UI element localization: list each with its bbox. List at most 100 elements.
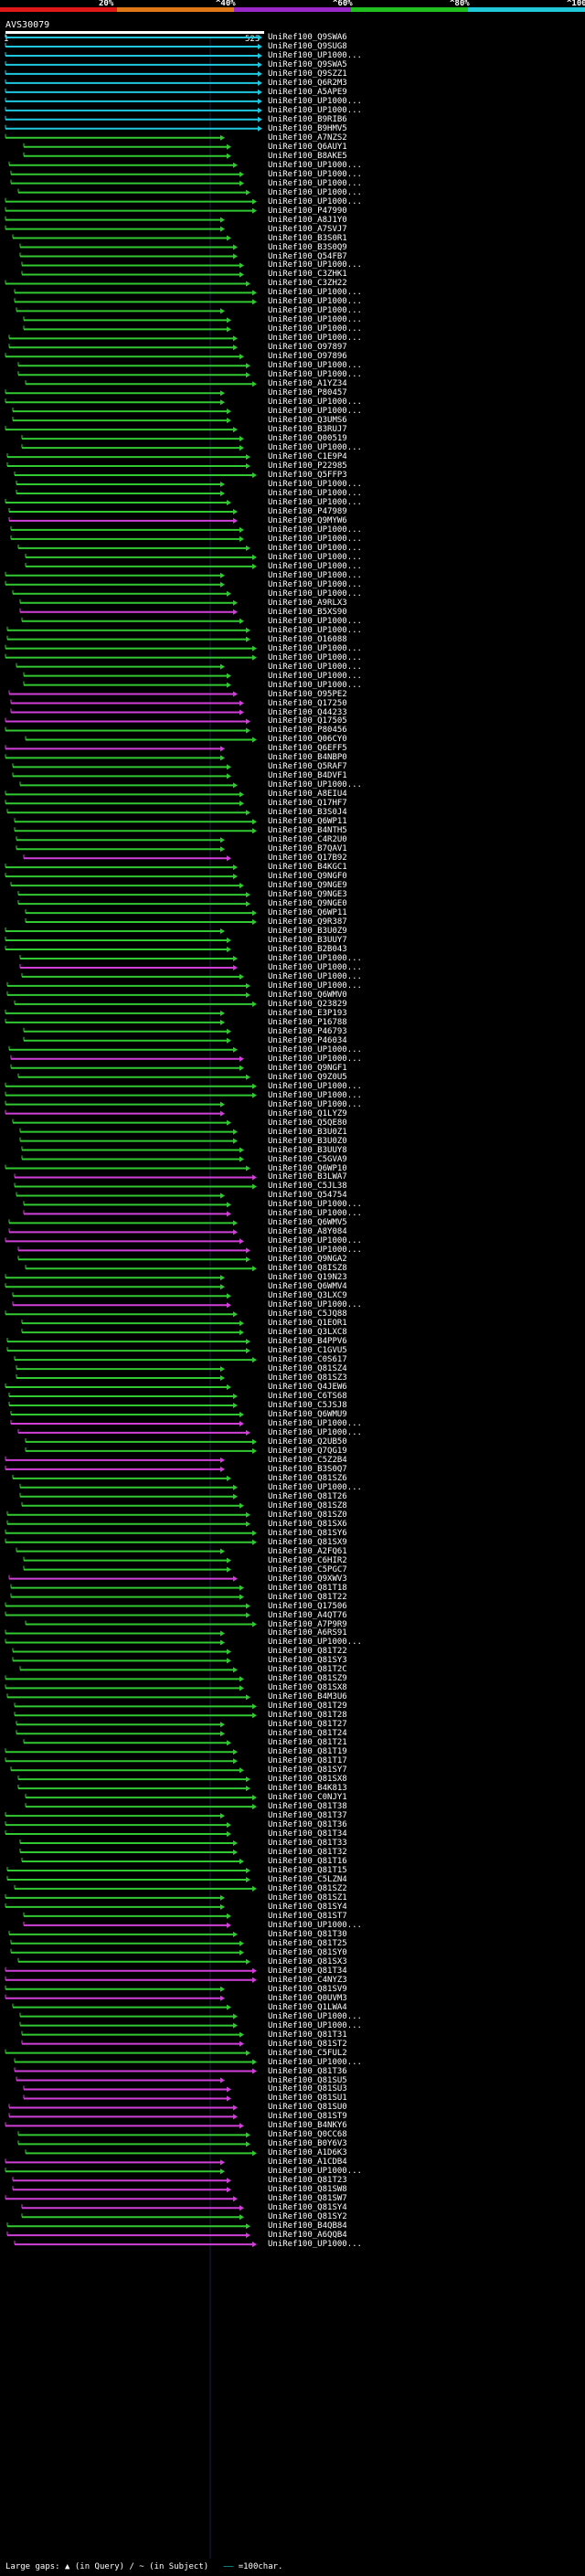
- hit-label[interactable]: UniRef100_B4KGC1: [268, 863, 347, 873]
- hit-label[interactable]: UniRef100_C5Z2B4: [268, 1455, 347, 1465]
- hit-label[interactable]: UniRef100_A6RS91: [268, 1628, 347, 1638]
- hit-label[interactable]: UniRef100_Q81ST9: [268, 2112, 347, 2122]
- hit-label[interactable]: UniRef100_UP1000...: [268, 1236, 362, 1246]
- hit-label[interactable]: UniRef100_Q81T19: [268, 1747, 347, 1757]
- hit-alignment[interactable]: [5, 2122, 244, 2129]
- hit-label[interactable]: UniRef100_P47989: [268, 506, 347, 516]
- hit-alignment[interactable]: [12, 1648, 231, 1655]
- hit-label[interactable]: UniRef100_Q9NGA2: [268, 1255, 347, 1265]
- hit-alignment[interactable]: [17, 900, 250, 907]
- hit-alignment[interactable]: [17, 1957, 250, 1965]
- hit-alignment[interactable]: [5, 754, 225, 761]
- hit-alignment[interactable]: [25, 1437, 257, 1445]
- hit-label[interactable]: UniRef100_P16788: [268, 1017, 347, 1027]
- hit-label[interactable]: UniRef100_UP1000...: [268, 50, 362, 60]
- hit-alignment[interactable]: [25, 1265, 257, 1272]
- hit-alignment[interactable]: [16, 489, 225, 496]
- hit-alignment[interactable]: [14, 1712, 257, 1719]
- hit-alignment[interactable]: [5, 1009, 225, 1016]
- hit-label[interactable]: UniRef100_C4R2U0: [268, 835, 347, 845]
- hit-alignment[interactable]: [12, 1118, 231, 1126]
- hit-alignment[interactable]: [5, 1903, 225, 1910]
- hit-alignment[interactable]: [10, 708, 244, 716]
- hit-alignment[interactable]: [19, 1137, 238, 1144]
- hit-alignment[interactable]: [19, 963, 238, 970]
- hit-alignment[interactable]: [19, 243, 238, 250]
- hit-alignment[interactable]: [5, 97, 262, 104]
- hit-alignment[interactable]: [5, 1100, 225, 1108]
- hit-alignment[interactable]: [16, 845, 225, 853]
- hit-label[interactable]: UniRef100_B3UUY7: [268, 936, 347, 945]
- hit-alignment[interactable]: [17, 891, 250, 898]
- hit-label[interactable]: UniRef100_Q81SX8: [268, 1775, 347, 1785]
- hit-label[interactable]: UniRef100_Q8ISZ8: [268, 1264, 347, 1274]
- hit-label[interactable]: UniRef100_A2FQ61: [268, 1546, 347, 1556]
- hit-alignment[interactable]: [5, 88, 262, 95]
- hit-alignment[interactable]: [5, 2158, 225, 2166]
- hit-label[interactable]: UniRef100_UP1000...: [268, 315, 362, 325]
- hit-label[interactable]: UniRef100_UP1000...: [268, 588, 362, 599]
- hit-alignment[interactable]: [16, 481, 225, 488]
- hit-alignment[interactable]: [12, 2177, 231, 2184]
- hit-label[interactable]: UniRef100_Q17506: [268, 1601, 347, 1611]
- hit-alignment[interactable]: [16, 663, 225, 670]
- hit-label[interactable]: UniRef100_Q81SX6: [268, 1519, 347, 1529]
- hit-alignment[interactable]: [21, 972, 244, 980]
- hit-alignment[interactable]: [5, 398, 225, 406]
- hit-alignment[interactable]: [5, 79, 262, 86]
- hit-alignment[interactable]: [17, 2140, 250, 2147]
- hit-alignment[interactable]: [14, 1000, 257, 1007]
- hit-alignment[interactable]: [6, 1520, 250, 1527]
- hit-label[interactable]: UniRef100_B3U0Z1: [268, 1127, 347, 1137]
- hit-label[interactable]: UniRef100_UP1000...: [268, 96, 362, 106]
- hit-label[interactable]: UniRef100_UP1000...: [268, 297, 362, 307]
- hit-label[interactable]: UniRef100_Q81T23: [268, 2176, 347, 2186]
- hit-label[interactable]: UniRef100_UP1000...: [268, 187, 362, 197]
- hit-alignment[interactable]: [8, 1393, 238, 1400]
- hit-alignment[interactable]: [23, 2085, 231, 2093]
- hit-alignment[interactable]: [6, 991, 250, 998]
- hit-alignment[interactable]: [5, 800, 244, 807]
- hit-label[interactable]: UniRef100_Q54FB7: [268, 251, 347, 261]
- hit-label[interactable]: UniRef100_UP1000...: [268, 1090, 362, 1100]
- hit-label[interactable]: UniRef100_Q81SZ3: [268, 1373, 347, 1383]
- hit-alignment[interactable]: [8, 1401, 238, 1408]
- hit-label[interactable]: UniRef100_A8EIU4: [268, 790, 347, 800]
- hit-label[interactable]: UniRef100_UP1000...: [268, 1209, 362, 1219]
- hit-alignment[interactable]: [5, 69, 262, 77]
- hit-alignment[interactable]: [5, 133, 225, 141]
- hit-label[interactable]: UniRef100_B7QAV1: [268, 844, 347, 854]
- hit-label[interactable]: UniRef100_B3U0Z0: [268, 1136, 347, 1146]
- hit-alignment[interactable]: [16, 1192, 225, 1199]
- hit-label[interactable]: UniRef100_A9RLX3: [268, 598, 347, 608]
- hit-alignment[interactable]: [19, 2012, 238, 2019]
- hit-alignment[interactable]: [23, 1912, 231, 1919]
- hit-label[interactable]: UniRef100_B9HMV5: [268, 123, 347, 133]
- hit-alignment[interactable]: [23, 325, 231, 333]
- hit-label[interactable]: UniRef100_Q17HF7: [268, 799, 347, 809]
- hit-label[interactable]: UniRef100_UP1000...: [268, 561, 362, 571]
- hit-alignment[interactable]: [19, 781, 238, 789]
- hit-alignment[interactable]: [23, 2094, 231, 2102]
- hit-label[interactable]: UniRef100_Q81T22: [268, 1592, 347, 1602]
- hit-label[interactable]: UniRef100_Q9SWA6: [268, 32, 347, 42]
- hit-alignment[interactable]: [5, 106, 262, 113]
- hit-label[interactable]: UniRef100_C5FUL2: [268, 2048, 347, 2058]
- hit-label[interactable]: UniRef100_UP1000...: [268, 497, 362, 507]
- hit-label[interactable]: UniRef100_C5GVA9: [268, 1154, 347, 1164]
- hit-label[interactable]: UniRef100_Q81T27: [268, 1720, 347, 1730]
- hit-label[interactable]: UniRef100_C6TS68: [268, 1392, 347, 1401]
- hit-label[interactable]: UniRef100_B4K813: [268, 1784, 347, 1794]
- hit-alignment[interactable]: [8, 1219, 238, 1226]
- hit-label[interactable]: UniRef100_UP1000...: [268, 662, 362, 672]
- hit-alignment[interactable]: [5, 389, 225, 397]
- hit-alignment[interactable]: [17, 1785, 250, 1792]
- hit-alignment[interactable]: [17, 1428, 250, 1436]
- hit-label[interactable]: UniRef100_Q81SU5: [268, 2075, 347, 2085]
- hit-label[interactable]: UniRef100_Q81SY4: [268, 2203, 347, 2213]
- hit-alignment[interactable]: [5, 873, 238, 880]
- hit-alignment[interactable]: [23, 1027, 231, 1034]
- hit-label[interactable]: UniRef100_Q81T17: [268, 1756, 347, 1766]
- hit-label[interactable]: UniRef100_UP1000...: [268, 324, 362, 334]
- hit-label[interactable]: UniRef100_UP1000...: [268, 2057, 362, 2067]
